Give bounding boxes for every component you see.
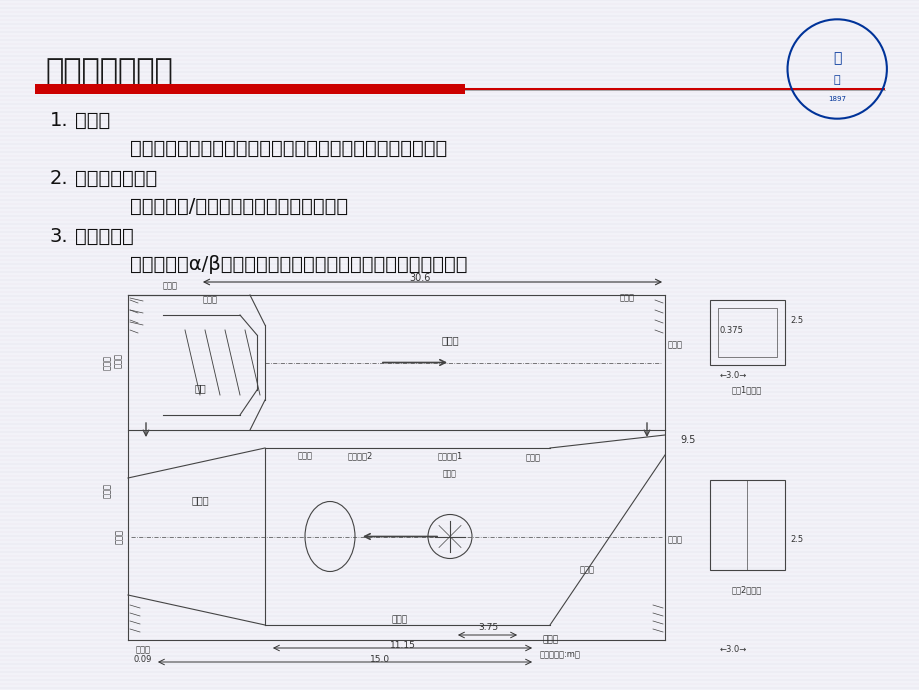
Text: 稳定段: 稳定段 xyxy=(113,353,122,368)
Text: 11.15: 11.15 xyxy=(390,640,415,649)
Text: 直流调速器/交流变速器控制电机驱动风扇: 直流调速器/交流变速器控制电机驱动风扇 xyxy=(130,197,347,215)
Text: 低速风洞的组成: 低速风洞的组成 xyxy=(45,57,173,86)
Text: 动力驱动系统：: 动力驱动系统： xyxy=(75,168,157,188)
Text: 拐角段: 拐角段 xyxy=(114,529,123,544)
Text: 2.5: 2.5 xyxy=(789,535,802,544)
Text: 导流片: 导流片 xyxy=(163,282,177,290)
Bar xyxy=(717,308,777,357)
Text: 速压控制、α/β机构控制、移测架控制、风压（速）测量系统等: 速压控制、α/β机构控制、移测架控制、风压（速）测量系统等 xyxy=(130,255,467,273)
Text: 导流片: 导流片 xyxy=(667,340,682,350)
Text: 0.09: 0.09 xyxy=(133,656,152,664)
Text: 扩散段: 扩散段 xyxy=(441,335,459,345)
Text: 拐角段: 拐角段 xyxy=(102,355,111,370)
Text: 风机: 风机 xyxy=(194,383,206,393)
Text: ←3.0→: ←3.0→ xyxy=(720,646,746,655)
Text: 3.75: 3.75 xyxy=(477,624,497,633)
Text: 2.: 2. xyxy=(50,168,69,188)
Text: 收缩段: 收缩段 xyxy=(525,453,540,462)
Text: 动力段: 动力段 xyxy=(202,295,217,304)
Text: 0.375: 0.375 xyxy=(720,326,743,335)
Text: 转盘2处断面: 转盘2处断面 xyxy=(732,586,761,595)
Text: 1897: 1897 xyxy=(827,97,845,102)
Text: （尺寸单位:m）: （尺寸单位:m） xyxy=(539,651,580,660)
Text: 拐角段: 拐角段 xyxy=(102,482,111,497)
Text: 9.5: 9.5 xyxy=(679,435,695,445)
Text: 建筑转盘2: 建筑转盘2 xyxy=(347,451,372,460)
Text: 浙: 浙 xyxy=(832,51,841,65)
Text: 测控系统：: 测控系统： xyxy=(75,226,133,246)
Text: ←3.0→: ←3.0→ xyxy=(720,371,746,380)
Text: 抽吸口: 抽吸口 xyxy=(443,469,457,478)
Text: 大: 大 xyxy=(833,75,840,85)
Text: 蜂窝器: 蜂窝器 xyxy=(542,635,559,644)
Text: 15.0: 15.0 xyxy=(369,655,390,664)
Text: 拐角段: 拐角段 xyxy=(579,566,595,575)
Text: 转盘1处断面: 转盘1处断面 xyxy=(732,386,761,395)
Text: 平衡缝: 平衡缝 xyxy=(297,451,312,460)
Text: 导流片: 导流片 xyxy=(135,646,151,655)
Text: 2.5: 2.5 xyxy=(789,315,802,324)
Bar xyxy=(709,480,784,570)
Text: 汽车转盘1: 汽车转盘1 xyxy=(437,451,462,460)
Text: 动力段、扩散段、稳定段、收缩段、试验段、蜂窝器、阻尼网: 动力段、扩散段、稳定段、收缩段、试验段、蜂窝器、阻尼网 xyxy=(130,139,447,157)
Text: 试验段: 试验段 xyxy=(391,615,408,624)
Text: 拐角段: 拐角段 xyxy=(619,293,634,302)
Text: 导流片: 导流片 xyxy=(667,535,682,544)
Text: 1.: 1. xyxy=(50,110,69,130)
Bar xyxy=(35,84,464,94)
Bar xyxy=(464,88,884,90)
Text: 洞体：: 洞体： xyxy=(75,110,110,130)
Bar xyxy=(709,300,784,365)
Text: 30.6: 30.6 xyxy=(409,273,430,283)
Text: 扩散段: 扩散段 xyxy=(191,495,209,505)
Text: 3.: 3. xyxy=(50,226,69,246)
